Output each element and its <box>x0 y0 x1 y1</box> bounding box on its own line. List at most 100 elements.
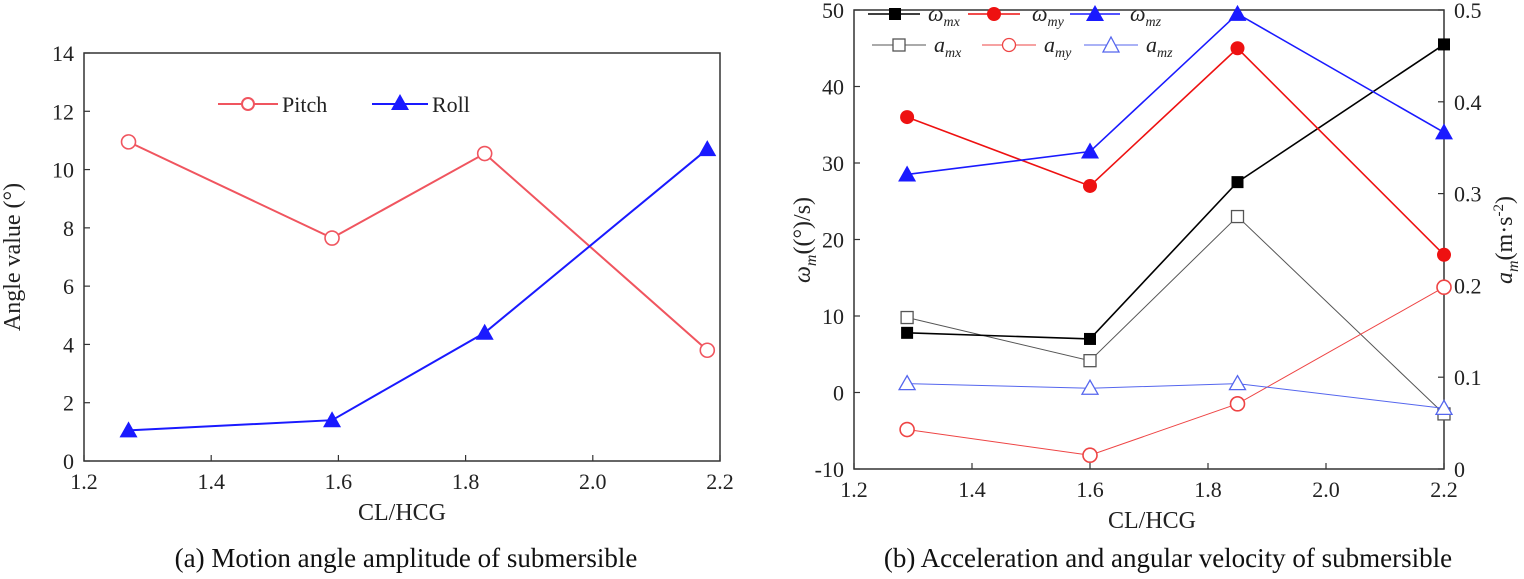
point-pitch <box>120 134 137 150</box>
series-line-omega-mx <box>907 43 1445 340</box>
legend-amz-marker <box>1101 35 1121 53</box>
chart-b-left-tick-label: 0 <box>833 381 844 406</box>
point-a-mz <box>897 374 917 391</box>
point-pitch <box>476 145 493 162</box>
point-omega-mz <box>898 165 917 182</box>
legend-amx-label: amx <box>934 32 962 61</box>
chart-b-x-tick-label: 2.0 <box>1312 477 1340 502</box>
chart-b-right-tick-label: 0.3 <box>1454 182 1482 207</box>
point-a-my <box>1436 279 1452 296</box>
chart-b-left-tick-label: 10 <box>822 304 844 329</box>
legend-amy-label: amy <box>1044 32 1072 61</box>
chart-a-x-tick-label: 2.0 <box>579 469 607 494</box>
legend-wmz-label: ωmz <box>1130 1 1162 30</box>
chart-b-left-tick-label: 40 <box>822 75 844 100</box>
point-a-my <box>899 421 915 438</box>
point-a-mx <box>1083 354 1097 368</box>
chart-a-x-tick-label: 2.2 <box>706 469 734 494</box>
point-omega-my <box>900 110 915 125</box>
series-line-pitch <box>128 140 708 352</box>
series-line-a-mx <box>906 215 1445 415</box>
chart-b-left-tick-label: -10 <box>815 457 844 482</box>
chart-a-y-tick-label: 4 <box>63 332 74 357</box>
chart-b-x-ticks: 1.2 1.4 1.6 1.8 2.0 2.2 <box>840 463 1458 502</box>
legend-amz-label: amz <box>1146 32 1173 61</box>
chart-b-caption: (b) Acceleration and angular velocity of… <box>884 543 1452 573</box>
point-omega-mx <box>901 326 914 339</box>
chart-a-legend: Pitch Roll <box>218 92 470 117</box>
legend-wmx-label: ωmx <box>928 1 961 30</box>
point-omega-mz <box>1081 142 1099 159</box>
chart-b-right-tick-label: 0.5 <box>1454 0 1482 23</box>
chart-b-x-label: CL/HCG <box>1108 508 1196 534</box>
legend-pitch-marker <box>241 97 255 111</box>
point-pitch <box>324 230 340 246</box>
chart-a-y-tick-label: 2 <box>63 391 74 416</box>
chart-a-x-tick-label: 1.2 <box>70 469 98 494</box>
point-roll <box>119 421 138 438</box>
chart-b-left-y-ticks: -10 0 10 20 30 40 50 <box>815 0 860 482</box>
legend-pitch-label: Pitch <box>282 92 327 117</box>
series-line-roll <box>128 148 708 432</box>
chart-a-x-tick-label: 1.6 <box>325 469 353 494</box>
point-roll <box>475 323 494 340</box>
point-omega-my <box>1230 41 1245 56</box>
series-line-a-my <box>907 286 1445 456</box>
chart-b-left-y-label: ωm((°)/s) <box>790 197 820 283</box>
chart-b-right-y-label: am(m·s-2) <box>1491 196 1522 284</box>
chart-a-y-tick-label: 10 <box>52 158 74 183</box>
chart-a-x-ticks: 1.2 1.4 1.6 1.8 2.0 2.2 <box>70 455 734 494</box>
point-a-mz <box>1434 399 1454 416</box>
chart-a-x-tick-label: 1.8 <box>452 469 480 494</box>
point-omega-mz <box>1228 4 1247 21</box>
chart-b-frame <box>853 9 1445 470</box>
point-a-mz <box>1080 378 1100 395</box>
chart-b-x-tick-label: 1.2 <box>840 477 868 502</box>
point-omega-my <box>1083 178 1097 193</box>
chart-b-left-tick-label: 30 <box>822 151 844 176</box>
chart-a-y-label: Angle value (°) <box>0 183 26 331</box>
point-roll <box>698 140 717 157</box>
chart-a-y-tick-label: 0 <box>63 449 74 474</box>
chart-a-y-tick-label: 12 <box>52 99 74 124</box>
legend-wmz-marker <box>1086 5 1104 21</box>
chart-b-right-tick-label: 0.4 <box>1454 90 1482 115</box>
chart-b-series <box>897 4 1454 464</box>
chart-b-x-tick-label: 1.6 <box>1076 477 1104 502</box>
legend-wmx-marker <box>889 8 901 20</box>
chart-a: 0 2 4 6 8 10 12 14 1.2 1.4 1.6 1.8 2.0 2.2 CL/HCG An… <box>0 41 734 573</box>
chart-b-right-y-ticks: 0 0.1 0.2 0.3 0.4 0.5 <box>1438 0 1482 482</box>
point-omega-mx <box>1084 332 1096 345</box>
chart-b-x-tick-label: 1.8 <box>1194 477 1222 502</box>
point-omega-my <box>1437 247 1451 262</box>
chart-a-caption: (a) Motion angle amplitude of submersibl… <box>175 543 638 573</box>
chart-b-right-tick-label: 0.2 <box>1454 273 1482 298</box>
chart-a-series <box>119 134 717 438</box>
point-a-mx <box>1230 209 1245 224</box>
chart-b-right-tick-label: 0 <box>1454 457 1465 482</box>
legend-wmy-marker <box>987 7 1001 21</box>
point-a-my <box>1229 396 1246 412</box>
legend-wmy-label: ωmy <box>1032 1 1065 30</box>
chart-a-y-tick-label: 8 <box>63 216 74 241</box>
chart-a-y-tick-label: 14 <box>52 41 74 66</box>
legend-amy-marker <box>1001 37 1017 53</box>
chart-a-x-label: CL/HCG <box>358 500 446 526</box>
point-roll <box>323 411 342 428</box>
chart-b-legend: ωmx ωmy ωmz amx amy amz <box>868 1 1173 61</box>
chart-b-left-tick-label: 20 <box>822 228 844 253</box>
point-omega-mx <box>1231 176 1244 189</box>
series-line-omega-my <box>906 47 1445 256</box>
chart-b-x-tick-label: 2.2 <box>1430 477 1458 502</box>
series-line-a-mz <box>907 383 1445 409</box>
legend-roll-marker <box>391 94 409 110</box>
legend-roll-label: Roll <box>432 92 470 117</box>
point-a-my <box>1082 447 1098 464</box>
point-a-mx <box>900 310 914 325</box>
chart-a-y-ticks: 0 2 4 6 8 10 12 14 <box>52 41 90 474</box>
chart-b-right-tick-label: 0.1 <box>1454 365 1482 390</box>
point-omega-mz <box>1435 123 1453 140</box>
legend-amx-marker <box>892 38 906 52</box>
